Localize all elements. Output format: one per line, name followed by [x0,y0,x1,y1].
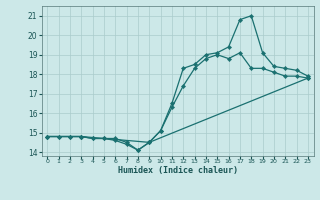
X-axis label: Humidex (Indice chaleur): Humidex (Indice chaleur) [118,166,237,175]
